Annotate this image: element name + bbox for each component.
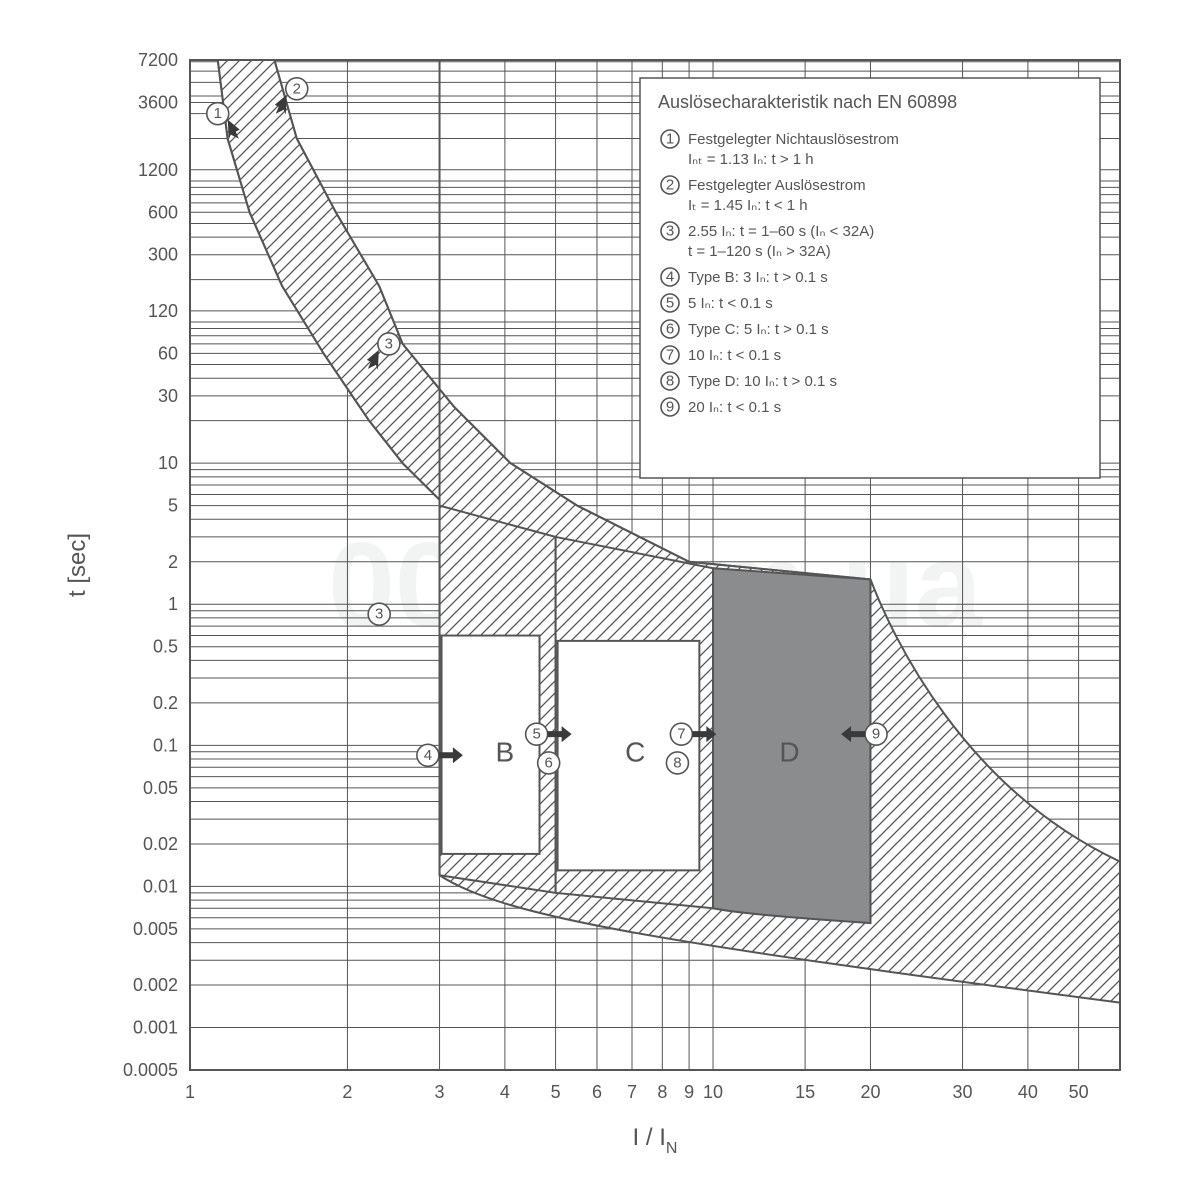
legend-item-2-line2: Iₜ = 1.45 Iₙ: t < 1 h bbox=[688, 197, 808, 214]
y-tick-label: 0.02 bbox=[143, 834, 178, 854]
zone-label-c: C bbox=[625, 736, 645, 767]
x-axis-label: I / IN bbox=[633, 1124, 678, 1157]
y-axis-label: t [sec] bbox=[64, 533, 91, 597]
y-tick-label: 1 bbox=[168, 594, 178, 614]
b-cutout bbox=[442, 636, 540, 854]
legend-item-4-line1: Type B: 3 Iₙ: t > 0.1 s bbox=[688, 269, 828, 286]
x-tick-label: 9 bbox=[684, 1082, 694, 1102]
legend-item-7-line1: 10 Iₙ: t < 0.1 s bbox=[688, 347, 781, 364]
legend-marker-7-label: 7 bbox=[666, 347, 674, 364]
legend-item-5-line1: 5 Iₙ: t < 0.1 s bbox=[688, 295, 773, 312]
x-tick-label: 5 bbox=[551, 1082, 561, 1102]
legend-marker-9-label: 9 bbox=[666, 399, 674, 416]
x-tick-label: 30 bbox=[953, 1082, 973, 1102]
zone-label-b: B bbox=[496, 736, 515, 767]
x-tick-label: 15 bbox=[795, 1082, 815, 1102]
y-tick-label: 2 bbox=[168, 552, 178, 572]
legend-item-1-line2: Iₙₜ = 1.13 Iₙ: t > 1 h bbox=[688, 151, 814, 168]
y-tick-label: 0.0005 bbox=[123, 1060, 178, 1080]
y-tick-label: 0.05 bbox=[143, 778, 178, 798]
marker-6-label: 6 bbox=[544, 754, 552, 771]
y-tick-label: 60 bbox=[158, 343, 178, 363]
x-tick-label: 20 bbox=[860, 1082, 880, 1102]
y-tick-label: 600 bbox=[148, 202, 178, 222]
legend-marker-8-label: 8 bbox=[666, 373, 674, 390]
y-tick-label: 5 bbox=[168, 496, 178, 516]
legend-item-8-line1: Type D: 10 Iₙ: t > 0.1 s bbox=[688, 373, 837, 390]
legend-item-9-line1: 20 Iₙ: t < 0.1 s bbox=[688, 399, 781, 416]
y-tick-label: 30 bbox=[158, 386, 178, 406]
marker-5-label: 5 bbox=[532, 726, 540, 743]
x-tick-label: 50 bbox=[1069, 1082, 1089, 1102]
y-tick-label: 1200 bbox=[138, 160, 178, 180]
y-tick-label: 300 bbox=[148, 245, 178, 265]
legend-marker-1-label: 1 bbox=[666, 131, 674, 148]
legend-item-6-line1: Type C: 5 Iₙ: t > 0.1 s bbox=[688, 321, 829, 338]
marker-2-label: 2 bbox=[293, 80, 301, 97]
marker-3-label: 3 bbox=[375, 606, 383, 623]
y-tick-label: 7200 bbox=[138, 50, 178, 70]
trip-curve-chart: 001.com.uaBCD12334567890.00050.0010.0020… bbox=[0, 0, 1200, 1200]
marker-8-label: 8 bbox=[673, 754, 681, 771]
legend-marker-3-label: 3 bbox=[666, 223, 674, 240]
x-tick-label: 1 bbox=[185, 1082, 195, 1102]
y-tick-label: 3600 bbox=[138, 92, 178, 112]
x-tick-label: 3 bbox=[435, 1082, 445, 1102]
legend-title: Auslösecharakteristik nach EN 60898 bbox=[658, 92, 957, 112]
marker-3-label: 3 bbox=[385, 335, 393, 352]
marker-4-label: 4 bbox=[424, 747, 432, 764]
y-tick-label: 0.01 bbox=[143, 876, 178, 896]
y-tick-label: 0.1 bbox=[153, 735, 178, 755]
y-tick-label: 0.002 bbox=[133, 975, 178, 995]
legend-marker-4-label: 4 bbox=[666, 269, 674, 286]
legend-marker-6-label: 6 bbox=[666, 321, 674, 338]
marker-1-label: 1 bbox=[214, 105, 222, 122]
legend-marker-2-label: 2 bbox=[666, 177, 674, 194]
y-tick-label: 10 bbox=[158, 453, 178, 473]
y-tick-label: 0.5 bbox=[153, 637, 178, 657]
x-tick-label: 8 bbox=[657, 1082, 667, 1102]
legend-marker-5-label: 5 bbox=[666, 295, 674, 312]
legend-item-2-line1: Festgelegter Auslösestrom bbox=[688, 177, 866, 194]
x-tick-label: 6 bbox=[592, 1082, 602, 1102]
y-tick-label: 0.001 bbox=[133, 1018, 178, 1038]
legend-item-3-line1: 2.55 Iₙ: t = 1–60 s (Iₙ < 32A) bbox=[688, 223, 874, 240]
y-tick-label: 0.005 bbox=[133, 919, 178, 939]
x-tick-label: 10 bbox=[703, 1082, 723, 1102]
x-tick-label: 40 bbox=[1018, 1082, 1038, 1102]
x-tick-label: 7 bbox=[627, 1082, 637, 1102]
y-tick-label: 0.2 bbox=[153, 693, 178, 713]
x-tick-label: 2 bbox=[342, 1082, 352, 1102]
legend-item-1-line1: Festgelegter Nichtauslösestrom bbox=[688, 131, 899, 148]
x-tick-label: 4 bbox=[500, 1082, 510, 1102]
marker-7-label: 7 bbox=[677, 726, 685, 743]
y-tick-label: 120 bbox=[148, 301, 178, 321]
zone-label-d: D bbox=[779, 736, 799, 767]
legend-item-3-line2: t = 1–120 s (Iₙ > 32A) bbox=[688, 243, 831, 260]
marker-9-label: 9 bbox=[872, 726, 880, 743]
